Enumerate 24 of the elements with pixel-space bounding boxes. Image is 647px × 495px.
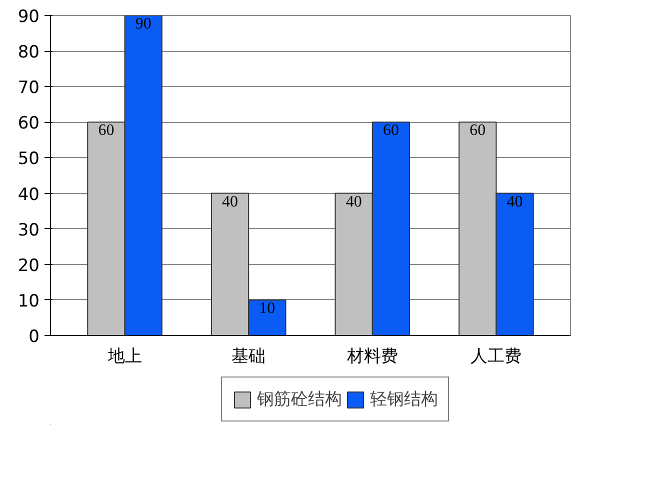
y-tick-label: 20 <box>18 256 40 276</box>
y-tick-label: 30 <box>18 220 40 240</box>
legend-label: 钢筋砼结构 <box>257 388 342 410</box>
data-label: 40 <box>506 193 523 210</box>
y-tick-label: 80 <box>18 42 40 63</box>
x-tick-label: 材料费 <box>346 346 398 366</box>
y-tick-label: 70 <box>18 78 40 98</box>
y-tick-label: 90 <box>18 7 40 27</box>
data-label: 10 <box>259 300 276 317</box>
y-tick-label: 10 <box>18 291 40 312</box>
data-label: 60 <box>382 122 399 140</box>
data-label: 40 <box>346 193 362 210</box>
y-tick-label: 40 <box>18 184 40 205</box>
x-tick-label: 地上 <box>106 346 142 366</box>
x-tick-label: 基础 <box>232 346 266 366</box>
data-label: 60 <box>98 122 114 140</box>
data-label: 90 <box>135 16 152 32</box>
legend-label: 轻钢结构 <box>370 388 438 410</box>
x-tick-label: 人工费 <box>470 346 522 366</box>
data-label: 40 <box>222 193 238 210</box>
y-tick-label: 50 <box>18 149 40 170</box>
y-tick-label: 0 <box>28 327 40 347</box>
y-tick-label: 60 <box>18 114 40 134</box>
data-label: 60 <box>470 122 486 140</box>
